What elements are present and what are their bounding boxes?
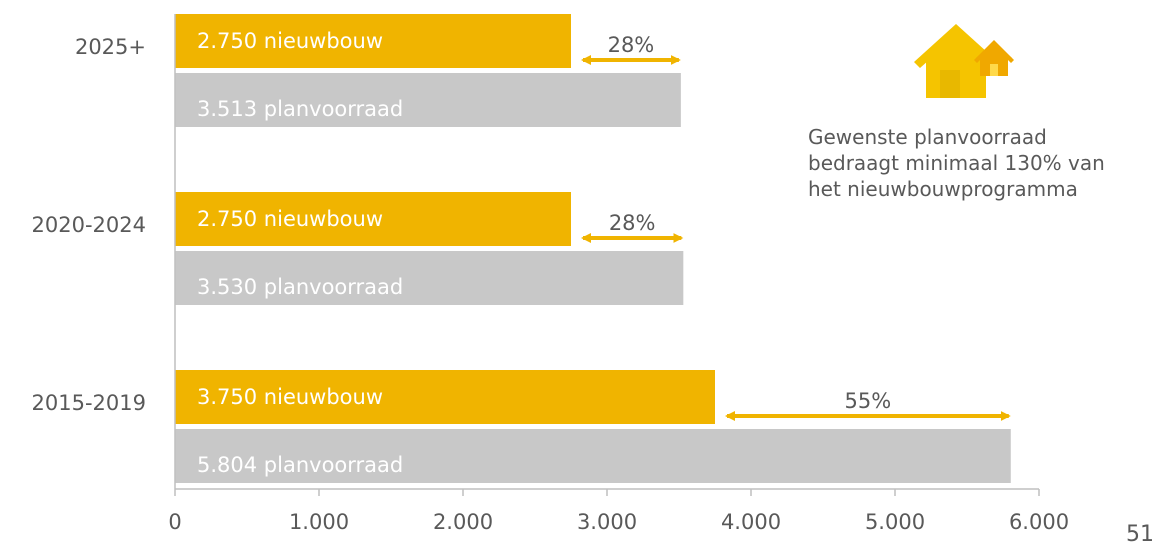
bar-nieuwbouw	[175, 14, 571, 68]
x-tick-label: 1.000	[289, 510, 349, 534]
bar-planvoorraad	[175, 251, 684, 305]
bar-nieuwbouw	[175, 370, 715, 424]
annotation-line: bedraagt minimaal 130% van	[808, 151, 1105, 175]
bar-planvoorraad	[175, 429, 1011, 483]
bar-label-planvoorraad: 5.804 planvoorraad	[197, 453, 403, 477]
difference-label: 28%	[609, 211, 656, 235]
bar-nieuwbouw	[175, 192, 571, 246]
x-tick-label: 6.000	[1009, 510, 1069, 534]
x-tick-label: 5.000	[865, 510, 925, 534]
bar-planvoorraad	[175, 73, 681, 127]
house-icon	[914, 24, 1014, 98]
category-label: 2025+	[75, 35, 146, 59]
category-label: 2020-2024	[32, 213, 146, 237]
bar-label-nieuwbouw: 2.750 nieuwbouw	[197, 29, 383, 53]
category-label: 2015-2019	[32, 391, 146, 415]
x-tick-label: 0	[168, 510, 181, 534]
difference-label: 55%	[845, 389, 892, 413]
annotation-line: het nieuwbouwprogramma	[808, 177, 1078, 201]
bar-label-nieuwbouw: 2.750 nieuwbouw	[197, 207, 383, 231]
bar-label-nieuwbouw: 3.750 nieuwbouw	[197, 385, 383, 409]
difference-label: 28%	[608, 33, 655, 57]
bar-label-planvoorraad: 3.513 planvoorraad	[197, 97, 403, 121]
x-tick-label: 2.000	[433, 510, 493, 534]
x-tick-label: 3.000	[577, 510, 637, 534]
annotation-text: Gewenste planvoorraad bedraagt minimaal …	[808, 124, 1153, 202]
bar-label-planvoorraad: 3.530 planvoorraad	[197, 275, 403, 299]
page-number: 51	[1126, 522, 1154, 547]
annotation-line: Gewenste planvoorraad	[808, 125, 1047, 149]
x-tick-label: 4.000	[721, 510, 781, 534]
